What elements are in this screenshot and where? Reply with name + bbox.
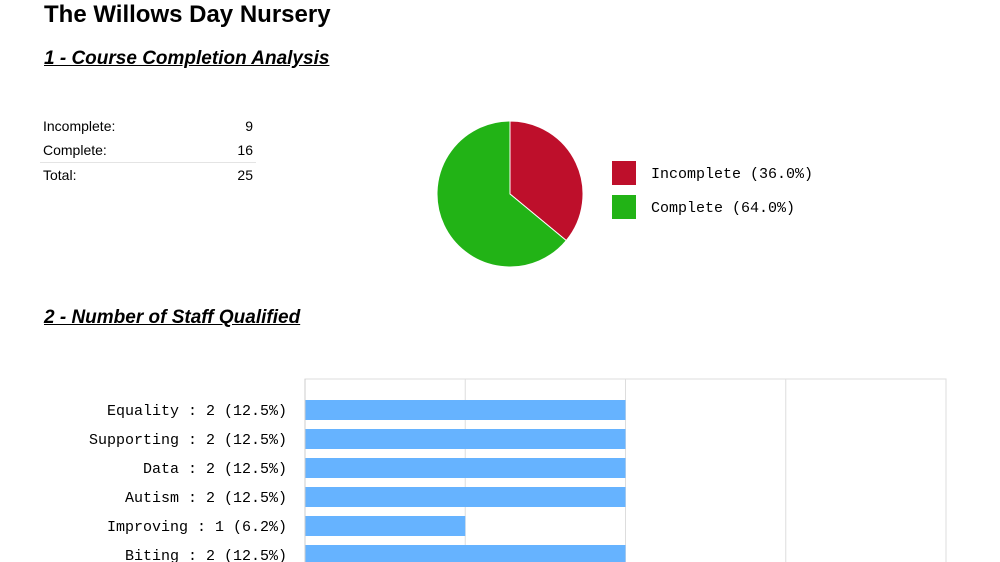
section-heading-staff-qualified: 2 - Number of Staff Qualified	[44, 307, 301, 328]
bar-0	[305, 400, 626, 420]
bar-category-label-5: Biting : 2 (12.5%)	[125, 548, 287, 562]
bar-category-label-4: Improving : 1 (6.2%)	[107, 519, 287, 536]
bar-category-label-3: Autism : 2 (12.5%)	[125, 490, 287, 507]
bar-2	[305, 458, 626, 478]
stats-label: Incomplete:	[43, 118, 116, 134]
stats-label: Complete:	[43, 142, 107, 158]
stats-label: Total:	[43, 167, 77, 183]
bar-4	[305, 516, 466, 536]
stats-value: 9	[245, 118, 253, 134]
bar-category-label-0: Equality : 2 (12.5%)	[107, 403, 287, 420]
bar-5	[305, 545, 626, 562]
page-title: The Willows Day Nursery	[44, 1, 331, 28]
bar-category-label-2: Data : 2 (12.5%)	[143, 461, 287, 478]
legend-swatch-1	[612, 195, 636, 219]
legend-label-1: Complete (64.0%)	[651, 200, 795, 217]
pie-slice-0	[509, 120, 584, 242]
bar-category-label-1: Supporting : 2 (12.5%)	[89, 432, 287, 449]
stats-row-total: Total: 25	[40, 162, 256, 187]
legend-swatch-0	[612, 161, 636, 185]
section-heading-course-completion: 1 - Course Completion Analysis	[44, 48, 330, 69]
bar-1	[305, 429, 626, 449]
stats-row-complete: Complete: 16	[40, 138, 256, 162]
legend-label-0: Incomplete (36.0%)	[651, 166, 813, 183]
stats-value: 16	[237, 142, 253, 158]
completion-stats-table: Incomplete: 9 Complete: 16 Total: 25	[40, 114, 256, 187]
pie-slice-1	[436, 120, 567, 268]
stats-value: 25	[237, 167, 253, 183]
bar-3	[305, 487, 626, 507]
stats-row-incomplete: Incomplete: 9	[40, 114, 256, 138]
